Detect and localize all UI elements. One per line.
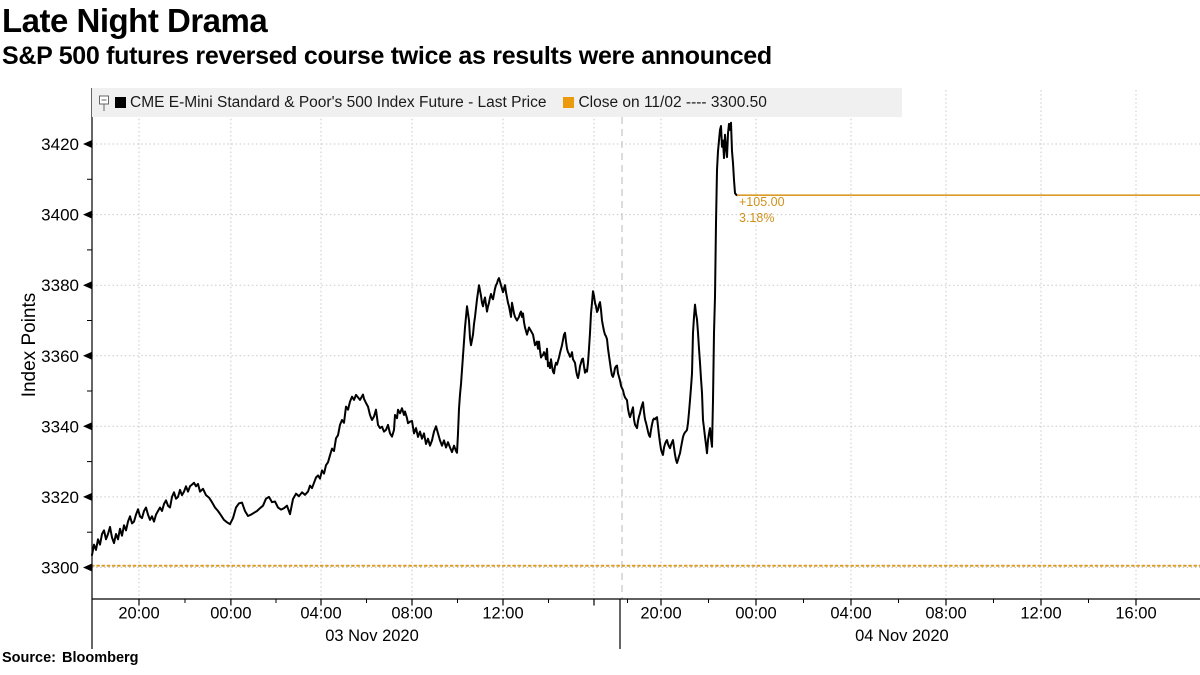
series1-swatch [115,97,126,108]
svg-text:03 Nov 2020: 03 Nov 2020 [325,627,419,645]
svg-text:12:00: 12:00 [482,605,523,623]
svg-text:3380: 3380 [41,276,79,295]
page-subtitle: S&P 500 futures reversed course twice as… [2,42,772,70]
svg-text:04:00: 04:00 [830,605,871,623]
source-credit: Source: Bloomberg [2,650,139,666]
svg-text:3360: 3360 [41,347,79,366]
svg-text:04:00: 04:00 [300,605,341,623]
last-price-change-label: +105.00 [739,195,785,209]
svg-text:08:00: 08:00 [925,605,966,623]
chart-legend: CME E-Mini Standard & Poor's 500 Index F… [92,88,902,117]
series1-label: CME E-Mini Standard & Poor's 500 Index F… [130,93,547,111]
svg-text:04 Nov 2020: 04 Nov 2020 [855,627,949,645]
legend-item-close-line[interactable]: Close on 11/02 ---- 3300.50 [561,93,767,112]
last-price-pct-label: 3.18% [739,211,775,225]
svg-text:3420: 3420 [41,135,79,154]
series2-swatch [563,97,575,108]
svg-text:3340: 3340 [41,417,79,436]
svg-text:3300: 3300 [41,559,79,578]
svg-text:3320: 3320 [41,488,79,507]
series2-label: Close on 11/02 ---- 3300.50 [578,93,767,111]
svg-text:12:00: 12:00 [1020,605,1061,623]
source-value: Bloomberg [62,650,139,666]
legend-item-last-price[interactable]: CME E-Mini Standard & Poor's 500 Index F… [98,94,546,112]
svg-text:08:00: 08:00 [391,605,432,623]
svg-text:00:00: 00:00 [210,605,251,623]
svg-text:3400: 3400 [41,206,79,225]
tracker-pin-icon [99,95,109,111]
svg-text:20:00: 20:00 [118,605,159,623]
page-title: Late Night Drama [2,2,268,39]
svg-text:20:00: 20:00 [640,605,681,623]
svg-text:16:00: 16:00 [1115,605,1156,623]
svg-text:00:00: 00:00 [735,605,776,623]
source-label: Source: [2,650,56,666]
